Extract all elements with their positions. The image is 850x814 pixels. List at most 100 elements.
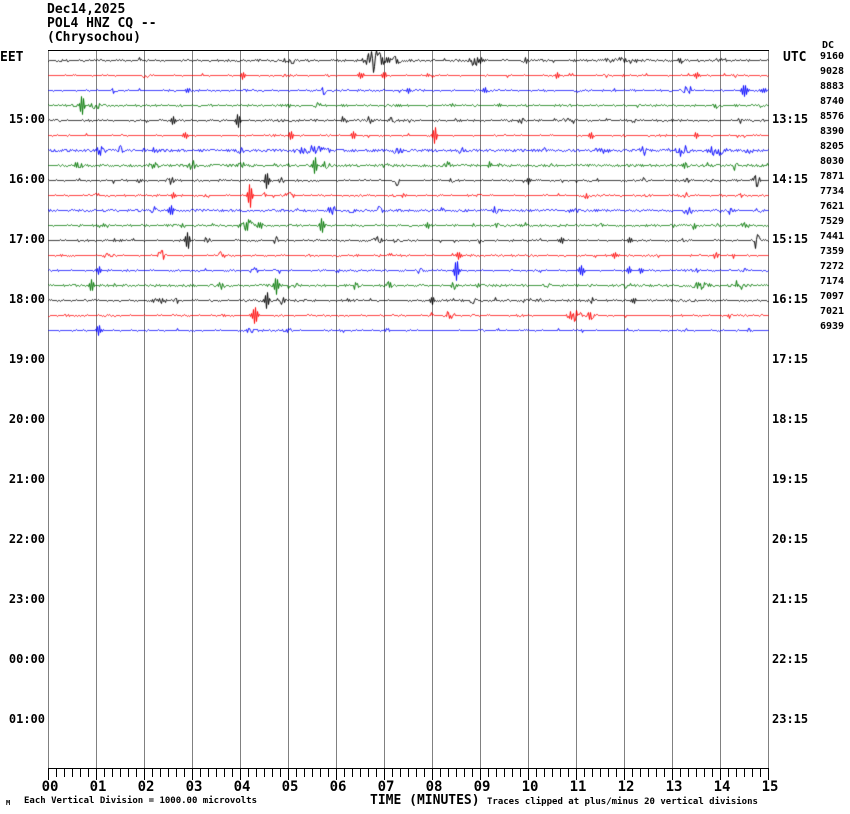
x-minor-tick [496, 769, 497, 777]
x-tick-label: 00 [41, 779, 59, 795]
x-minor-tick [736, 769, 737, 777]
minute-grid-line [336, 50, 337, 768]
right-time-label: 22:15 [772, 652, 809, 666]
x-minor-tick [376, 769, 377, 777]
x-tick-label: 01 [89, 779, 107, 795]
x-minor-tick [688, 769, 689, 777]
logo-mark: M [6, 799, 11, 807]
x-minor-tick [88, 769, 89, 777]
x-minor-tick [648, 769, 649, 777]
x-tick-label: 04 [233, 779, 251, 795]
x-minor-tick [504, 769, 505, 777]
x-minor-tick [256, 769, 257, 777]
right-time-label: 23:15 [772, 712, 809, 726]
vertical-scale-note: Each Vertical Division = 1000.00 microvo… [24, 796, 257, 806]
x-minor-tick [312, 769, 313, 777]
x-major-tick [528, 769, 529, 780]
x-tick-label: 06 [329, 779, 347, 795]
dc-offset-value: 8740 [820, 96, 845, 107]
right-time-label: 16:15 [772, 292, 809, 306]
x-tick-label: 02 [137, 779, 155, 795]
x-major-tick [288, 769, 289, 780]
dc-offset-value: 9028 [820, 66, 845, 77]
x-minor-tick [560, 769, 561, 777]
x-minor-tick [232, 769, 233, 777]
dc-offset-value: 7021 [820, 306, 845, 317]
x-minor-tick [368, 769, 369, 777]
dc-offset-value: 7734 [820, 186, 845, 197]
left-time-label: 18:00 [8, 292, 45, 306]
x-minor-tick [472, 769, 473, 777]
x-major-tick [240, 769, 241, 780]
x-tick-label: 13 [665, 779, 683, 795]
x-minor-tick [264, 769, 265, 777]
left-time-label: 01:00 [8, 712, 45, 726]
dc-offset-value: 9160 [820, 51, 845, 62]
left-time-label: 21:00 [8, 472, 45, 486]
plot-right-border [768, 50, 769, 768]
x-minor-tick [536, 769, 537, 777]
x-minor-tick [128, 769, 129, 777]
minute-grid-line [672, 50, 673, 768]
dc-offset-value: 8390 [820, 126, 845, 137]
right-time-label: 20:15 [772, 532, 809, 546]
x-minor-tick [416, 769, 417, 777]
x-minor-tick [392, 769, 393, 777]
x-minor-tick [72, 769, 73, 777]
x-minor-tick [152, 769, 153, 777]
dc-offset-value: 7359 [820, 246, 845, 257]
dc-offset-value: 7529 [820, 216, 845, 227]
x-minor-tick [176, 769, 177, 777]
x-minor-tick [208, 769, 209, 777]
x-minor-tick [280, 769, 281, 777]
left-time-label: 19:00 [8, 352, 45, 366]
x-minor-tick [64, 769, 65, 777]
right-time-label: 14:15 [772, 172, 809, 186]
minute-grid-line [384, 50, 385, 768]
x-axis-title: TIME (MINUTES) [370, 793, 480, 808]
minute-grid-line [720, 50, 721, 768]
left-time-label: 15:00 [8, 112, 45, 126]
x-minor-tick [112, 769, 113, 777]
x-minor-tick [608, 769, 609, 777]
x-minor-tick [488, 769, 489, 777]
x-minor-tick [328, 769, 329, 777]
x-major-tick [96, 769, 97, 780]
x-minor-tick [632, 769, 633, 777]
seismogram-traces-canvas [48, 50, 769, 350]
dc-offset-value: 7272 [820, 261, 845, 272]
x-minor-tick [680, 769, 681, 777]
x-minor-tick [160, 769, 161, 777]
title-station-channel: POL4 HNZ CQ -- [47, 16, 157, 31]
dc-offset-value: 7441 [820, 231, 845, 242]
dc-offset-value: 6939 [820, 321, 845, 332]
x-tick-label: 11 [569, 779, 587, 795]
x-minor-tick [448, 769, 449, 777]
x-minor-tick [216, 769, 217, 777]
minute-grid-line [576, 50, 577, 768]
left-time-label: 16:00 [8, 172, 45, 186]
left-time-label: 23:00 [8, 592, 45, 606]
x-minor-tick [400, 769, 401, 777]
x-minor-tick [224, 769, 225, 777]
x-major-tick [768, 769, 769, 780]
right-time-label: 13:15 [772, 112, 809, 126]
x-tick-label: 10 [521, 779, 539, 795]
x-tick-label: 14 [713, 779, 731, 795]
x-major-tick [432, 769, 433, 780]
x-minor-tick [656, 769, 657, 777]
x-minor-tick [344, 769, 345, 777]
x-minor-tick [408, 769, 409, 777]
x-minor-tick [80, 769, 81, 777]
dc-offset-column-label: DC [822, 40, 835, 51]
x-tick-label: 05 [281, 779, 299, 795]
title-location: (Chrysochou) [47, 30, 141, 45]
x-minor-tick [744, 769, 745, 777]
x-minor-tick [56, 769, 57, 777]
dc-offset-value: 8883 [820, 81, 845, 92]
dc-offset-value: 7097 [820, 291, 845, 302]
minute-grid-line [240, 50, 241, 768]
x-minor-tick [696, 769, 697, 777]
x-tick-label: 12 [617, 779, 635, 795]
